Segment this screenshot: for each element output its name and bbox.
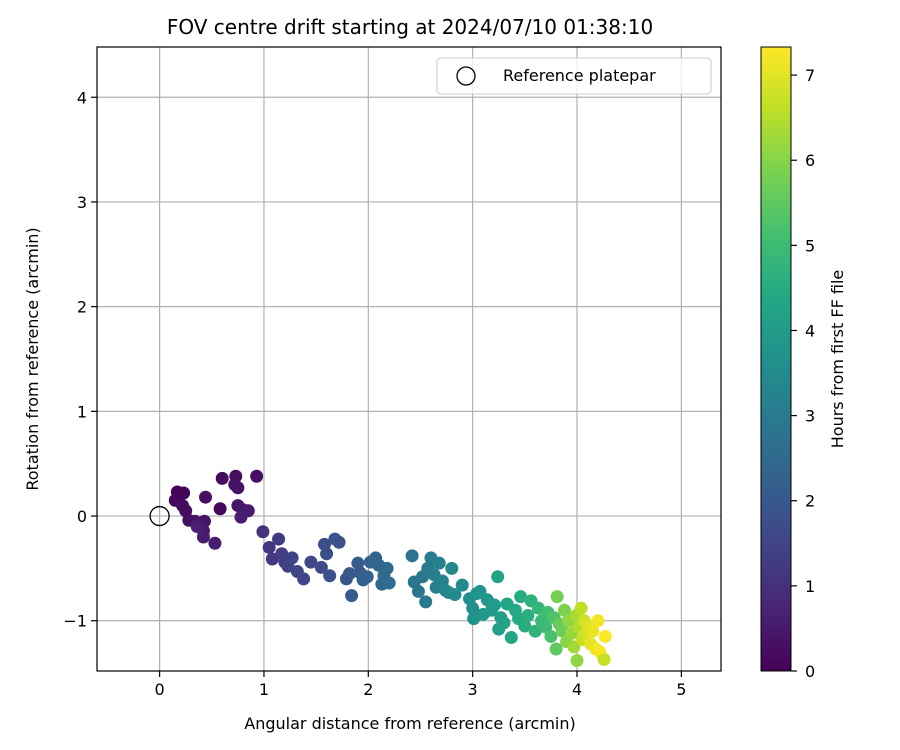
data-point [597,652,611,666]
data-point [598,629,612,643]
data-point [272,532,286,546]
x-tick-label: 1 [259,680,269,699]
data-point [213,502,227,516]
legend: Reference platepar [436,57,712,95]
x-tick-label: 4 [572,680,582,699]
data-point [466,601,480,615]
scatter-points [149,469,612,668]
data-point [455,578,469,592]
data-point [343,567,357,581]
colorbar-tick-label: 5 [805,236,815,255]
data-point [518,619,532,633]
y-tick-label: −1 [63,612,87,631]
data-point [557,603,571,617]
data-point [405,549,419,563]
data-point [497,616,511,630]
colorbar-tick-label: 3 [805,407,815,426]
data-point [382,576,396,590]
data-point [514,590,528,604]
x-tick-label: 3 [468,680,478,699]
x-tick-label: 0 [155,680,165,699]
y-axis-label: Rotation from reference (arcmin) [23,227,42,490]
data-point [448,588,462,602]
data-point [521,609,535,623]
plot-frame [96,46,722,672]
colorbar-tick-label: 2 [805,492,815,511]
colorbar: 0 1 2 3 4 5 6 7 Hours from first FF file [760,46,847,681]
colorbar-tick-label: 6 [805,151,815,170]
data-point [574,601,588,615]
data-point [285,551,299,565]
colorbar-tick-label: 1 [805,577,815,596]
x-tick-label: 5 [676,680,686,699]
y-tick-label: 1 [77,402,87,421]
data-point [234,510,248,524]
data-point [491,570,505,584]
data-point [314,560,328,574]
legend-box [436,57,712,95]
chart-title: FOV centre drift starting at 2024/07/10 … [167,15,653,39]
data-point [432,556,446,570]
data-point [504,630,518,644]
legend-marker-reference [456,66,476,86]
data-point [567,640,581,654]
colorbar-gradient [760,46,792,672]
data-point [304,555,318,569]
data-point [345,589,359,603]
data-point [488,598,502,612]
data-point [332,535,346,549]
data-point [445,561,459,575]
data-point [256,525,270,539]
data-point [250,469,264,483]
data-point [320,547,334,561]
data-point [473,584,487,598]
data-point [208,536,222,550]
data-point [323,569,337,583]
colorbar-tick-label: 4 [805,321,815,340]
data-point [411,584,425,598]
axes: 0 1 2 3 4 5 −1 0 1 2 3 4 [63,46,722,699]
y-tick-label: 2 [77,298,87,317]
data-point [215,471,229,485]
colorbar-label: Hours from first FF file [828,270,847,449]
colorbar-ticks: 0 1 2 3 4 5 6 7 [791,66,815,681]
colorbar-tick-label: 0 [805,662,815,681]
colorbar-tick-label: 7 [805,66,815,85]
data-point [177,486,191,500]
y-tick-label: 3 [77,193,87,212]
y-tick-label: 0 [77,507,87,526]
data-point [419,595,433,609]
data-point [380,561,394,575]
data-point [297,572,311,586]
x-tick-label: 2 [363,680,373,699]
y-tick-label: 4 [77,88,87,107]
legend-label-reference: Reference platepar [503,66,656,85]
data-point [528,624,542,638]
data-point [544,629,558,643]
data-point [196,530,210,544]
data-point [262,540,276,554]
data-point [570,654,584,668]
data-point [190,520,204,534]
data-point [199,490,213,504]
reference-marker [149,505,170,527]
data-point [591,614,605,628]
x-axis-label: Angular distance from reference (arcmin) [244,714,575,733]
data-point [360,570,374,584]
data-point [549,642,563,656]
data-point [586,624,600,638]
data-point [231,481,245,495]
data-point [550,590,564,604]
